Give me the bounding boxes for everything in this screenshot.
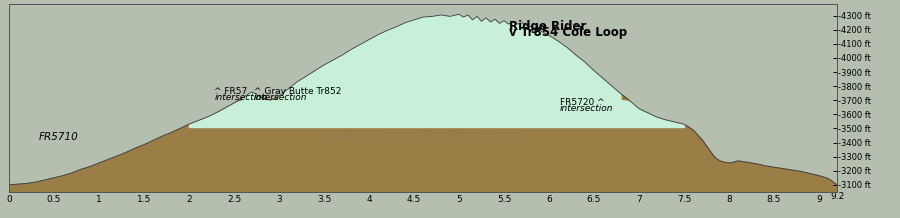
Text: intersection: intersection xyxy=(560,104,613,114)
Text: intersection: intersection xyxy=(254,93,307,102)
Text: ^ Gray Butte Tr852: ^ Gray Butte Tr852 xyxy=(254,87,341,96)
Text: FR5720 ^: FR5720 ^ xyxy=(560,98,605,107)
Text: 9.2: 9.2 xyxy=(830,192,844,201)
Text: FR5710: FR5710 xyxy=(39,132,78,142)
Text: v Tr854 Cole Loop: v Tr854 Cole Loop xyxy=(508,26,626,39)
Text: © 2021 CascadeSingletrack.com: © 2021 CascadeSingletrack.com xyxy=(326,129,520,142)
Text: ^ FR57: ^ FR57 xyxy=(214,87,248,96)
Text: Ridge Rider: Ridge Rider xyxy=(508,20,586,33)
Text: intersection: intersection xyxy=(214,93,267,102)
